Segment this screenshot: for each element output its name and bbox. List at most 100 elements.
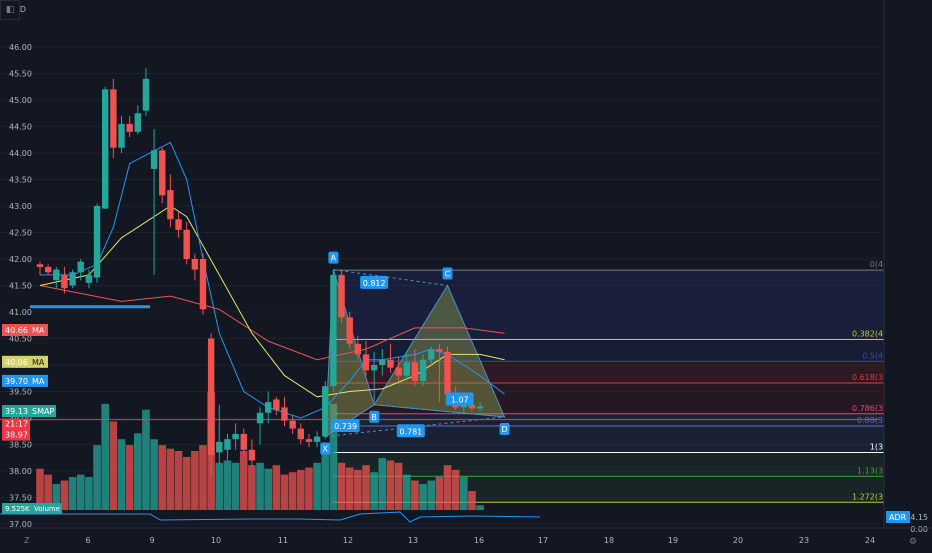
adr-value: 4.15 (910, 513, 928, 522)
volume-bar (68, 476, 77, 510)
volume-bar (419, 484, 427, 510)
zoom-icon[interactable]: Z (24, 536, 30, 545)
candle-body (313, 436, 321, 442)
volume-bar (329, 403, 338, 510)
harmonic-dashed-bd (374, 404, 505, 418)
price-tick-label: 43.50 (9, 176, 32, 185)
ma-red-name: MA (32, 326, 45, 335)
collapse-icon[interactable]: ◧ (0, 0, 20, 20)
harmonic-ratio-label: 0.812 (363, 279, 386, 288)
volume-bar (280, 474, 289, 510)
harmonic-point-marker (369, 410, 380, 423)
volume-bar (231, 462, 240, 510)
harmonic-ratio-label: 0.781 (399, 427, 422, 436)
fib-level-label: 1.13(37.90) (857, 466, 904, 475)
date-tick-label: 13 (408, 536, 418, 545)
volume-bar (199, 445, 207, 510)
volume-value: 9.525K (5, 505, 30, 513)
harmonic-ratio-box (445, 392, 474, 406)
moving-average-line (39, 205, 505, 398)
volume-bar (191, 451, 199, 510)
candle-body (468, 404, 476, 409)
price-tick-label: 39.00 (9, 414, 32, 423)
candle-body (297, 428, 304, 440)
date-tick-label: 18 (604, 536, 614, 545)
volume-bar (427, 480, 435, 510)
volume-bar (345, 467, 354, 510)
volume-bar (239, 451, 248, 510)
candle-body (207, 338, 215, 456)
candle-body (444, 351, 451, 395)
harmonic-point-label: B (371, 413, 377, 422)
volume-bar (264, 468, 272, 510)
candle-body (370, 365, 378, 371)
price-tick-label: 44.50 (9, 123, 32, 132)
harmonic-point-label: C (445, 270, 451, 279)
candle-body (216, 441, 223, 453)
date-tick-label: 11 (278, 536, 288, 545)
candle-body (77, 261, 84, 273)
volume-bar (117, 439, 126, 510)
volume-bar (370, 472, 378, 510)
candle-body (305, 439, 313, 442)
candle-body (362, 354, 370, 371)
price-tick-label: 45.50 (9, 70, 32, 79)
timer-value: 21:17 (5, 420, 28, 429)
candle-body (199, 259, 207, 310)
candle-body (110, 89, 117, 148)
candle-body (436, 349, 443, 352)
candle-body (93, 206, 101, 278)
harmonic-point-marker (328, 251, 339, 264)
ma-red-name-badge (28, 324, 48, 337)
candle-body (403, 362, 410, 376)
ma-blue-name: MA (32, 377, 45, 386)
volume-bar (142, 409, 150, 510)
volume-bar (182, 456, 191, 510)
volume-bar (215, 462, 224, 510)
volume-bar (76, 474, 85, 510)
volume-bar (460, 476, 468, 510)
price-tick-label: 39.50 (9, 388, 32, 397)
candle-body (175, 219, 182, 230)
candle-body (118, 123, 125, 148)
date-tick-label: 24 (865, 536, 875, 545)
candle-body (142, 78, 150, 111)
volume-bar (394, 462, 403, 510)
candle-body (102, 89, 109, 209)
volume-bar (272, 465, 281, 510)
date-tick-label: 9 (149, 536, 154, 545)
volume-bar (52, 484, 61, 510)
price-tick-label: 0.00 (910, 525, 928, 534)
moving-average-line (39, 285, 505, 361)
candle-body (476, 406, 484, 409)
volume-bar (378, 458, 387, 510)
harmonic-dashed-ac (333, 269, 448, 286)
harmonic-ratio-label: 1.07 (451, 395, 469, 404)
price-tick-label: 38.50 (9, 441, 32, 450)
fib-level-label: 0.5(40.07) (862, 351, 904, 360)
candle-body (265, 402, 272, 413)
volume-bar (109, 421, 118, 510)
fib-zone-0382-05 (333, 339, 906, 362)
candle-body (240, 433, 247, 450)
volume-bar (468, 491, 476, 510)
candle-body (69, 272, 76, 286)
candle-body (248, 449, 256, 461)
volume-bar (386, 460, 395, 510)
price-tick-label: 37.50 (9, 494, 32, 503)
volume-bar (101, 403, 109, 510)
volume-bar (174, 451, 183, 510)
candle-body (126, 123, 133, 132)
candle-body (419, 359, 427, 381)
candle-body (428, 349, 435, 360)
candle-body (346, 317, 353, 344)
candle-body (330, 274, 337, 387)
adr-name-badge (886, 511, 910, 523)
candle-body (395, 367, 402, 376)
volume-bar (125, 445, 134, 510)
volume-badge (2, 503, 62, 514)
candle-body (338, 274, 345, 318)
ma-blue-name-badge (28, 374, 48, 387)
